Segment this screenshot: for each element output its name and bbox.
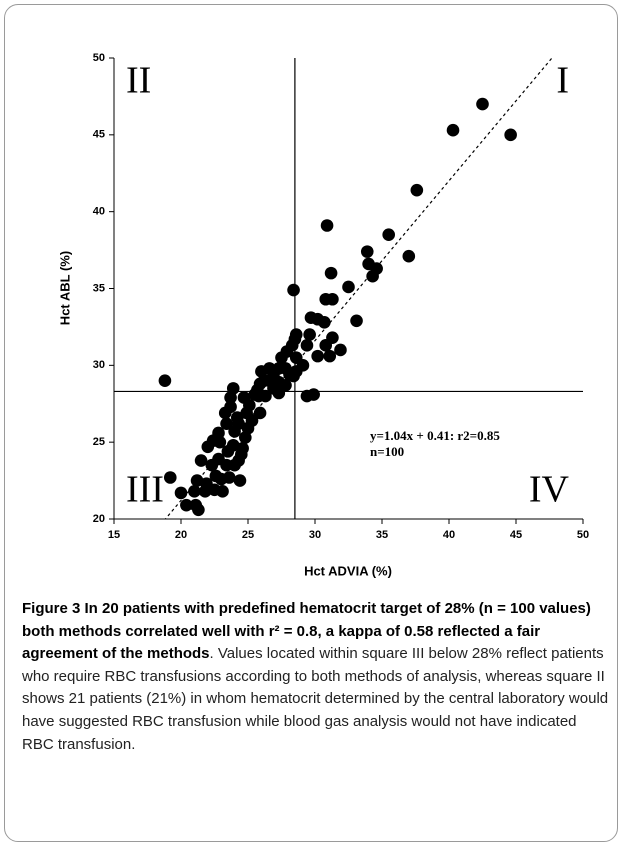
quadrant-label: I (556, 60, 569, 102)
data-point (318, 316, 331, 329)
data-point (382, 228, 396, 242)
data-point (224, 391, 237, 404)
data-point (326, 292, 339, 306)
x-tick-label: 15 (108, 529, 120, 541)
data-point (239, 431, 252, 444)
data-point (213, 435, 227, 449)
caption-title: Figure 3 In 20 patients with predefined … (22, 600, 591, 663)
x-tick-label: 35 (376, 529, 388, 541)
data-point (287, 283, 300, 297)
caption: Figure 3 In 20 patients with predefined … (22, 598, 610, 756)
data-point (446, 123, 460, 137)
data-point (300, 339, 314, 352)
data-point (255, 365, 268, 378)
frame (4, 4, 618, 842)
data-point (289, 365, 303, 378)
data-point (188, 485, 201, 498)
data-point (272, 386, 286, 400)
y-axis-title: Hct ABL (%) (57, 251, 72, 325)
y-tick-label: 35 (93, 282, 105, 294)
data-point (311, 349, 324, 363)
data-point (476, 97, 489, 111)
data-point (205, 458, 219, 472)
data-point (232, 417, 245, 431)
data-point (259, 389, 272, 403)
quadrant-label: III (126, 469, 164, 511)
data-point (410, 183, 424, 197)
x-axis-title: Hct ADVIA (%) (304, 563, 392, 578)
data-point (350, 314, 363, 328)
data-point (323, 349, 337, 363)
data-point (198, 485, 212, 498)
data-point (253, 406, 267, 420)
x-tick-label: 25 (242, 529, 254, 541)
data-point (192, 503, 205, 517)
chart: Hct ADVIA (%) Hct ABL (%) y=1.04x + 0.41… (57, 52, 589, 579)
data-point (222, 471, 236, 484)
y-tick-label: 30 (93, 359, 105, 371)
data-point (180, 498, 193, 512)
quadrant-label: II (126, 60, 151, 102)
data-point (342, 280, 355, 294)
data-point (366, 269, 379, 283)
data-point (334, 343, 347, 357)
data-point (402, 249, 416, 263)
data-point (233, 474, 247, 487)
caption-text: . Values located within square III below… (22, 645, 609, 753)
data-point (263, 374, 276, 388)
data-point (174, 486, 188, 500)
data-point (319, 339, 333, 352)
x-tick-label: 40 (443, 529, 455, 541)
data-point (275, 351, 288, 364)
data-point (360, 245, 374, 258)
data-point (221, 445, 235, 458)
annotation: y=1.04x + 0.41: r2=0.85 (370, 428, 500, 443)
data-point (237, 391, 251, 404)
y-tick-label: 25 (93, 436, 105, 448)
y-tick-label: 20 (93, 513, 105, 525)
data-point (320, 219, 334, 232)
y-tick-label: 45 (93, 129, 105, 141)
data-point (248, 388, 261, 401)
data-point (158, 374, 172, 388)
data-point (300, 389, 314, 403)
y-tick-label: 50 (93, 52, 105, 64)
data-point (324, 266, 338, 280)
data-point (194, 454, 208, 467)
data-point (303, 328, 316, 341)
data-point (163, 471, 177, 484)
data-point (190, 474, 204, 487)
data-point (362, 257, 375, 271)
annotation: n=100 (370, 444, 404, 459)
x-tick-label: 50 (577, 529, 589, 541)
data-point (218, 406, 232, 420)
data-point (220, 417, 233, 431)
x-tick-label: 45 (510, 529, 522, 541)
data-point (201, 440, 215, 454)
x-tick-label: 20 (175, 529, 187, 541)
x-tick-label: 30 (309, 529, 321, 541)
y-tick-label: 40 (93, 206, 105, 218)
quadrant-label: IV (529, 469, 570, 511)
data-point (504, 128, 517, 142)
data-point (216, 485, 229, 498)
